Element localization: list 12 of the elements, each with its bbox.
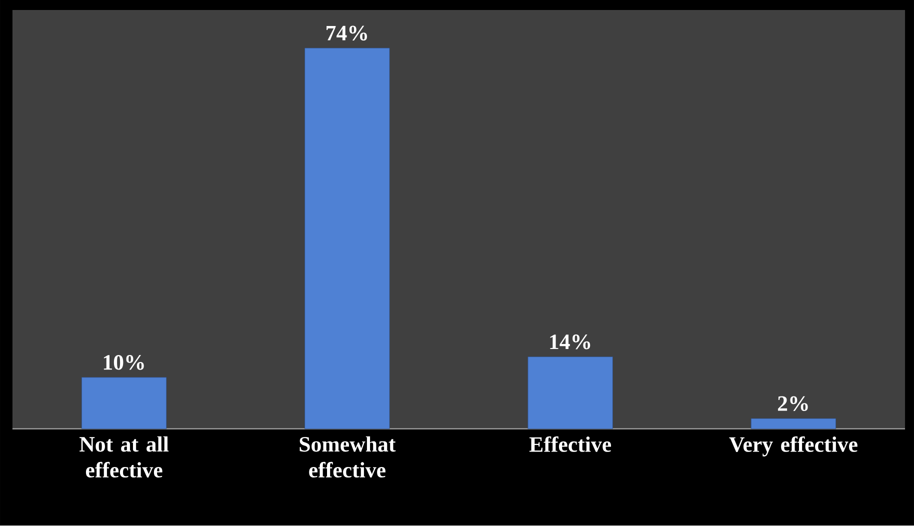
data-label: 74% <box>326 26 367 41</box>
bar <box>304 48 390 430</box>
x-tick-label: Somewhat effective <box>300 436 396 478</box>
data-label: 2% <box>778 396 808 412</box>
x-tick-label: Very effective <box>729 436 858 457</box>
x-tick-label: Not at all effective <box>80 436 169 478</box>
data-label: 10% <box>104 355 144 370</box>
bar <box>750 418 836 430</box>
data-label: 14% <box>550 334 590 350</box>
bar <box>81 377 167 430</box>
bar <box>528 356 613 430</box>
x-tick-label: Effective <box>529 436 612 452</box>
